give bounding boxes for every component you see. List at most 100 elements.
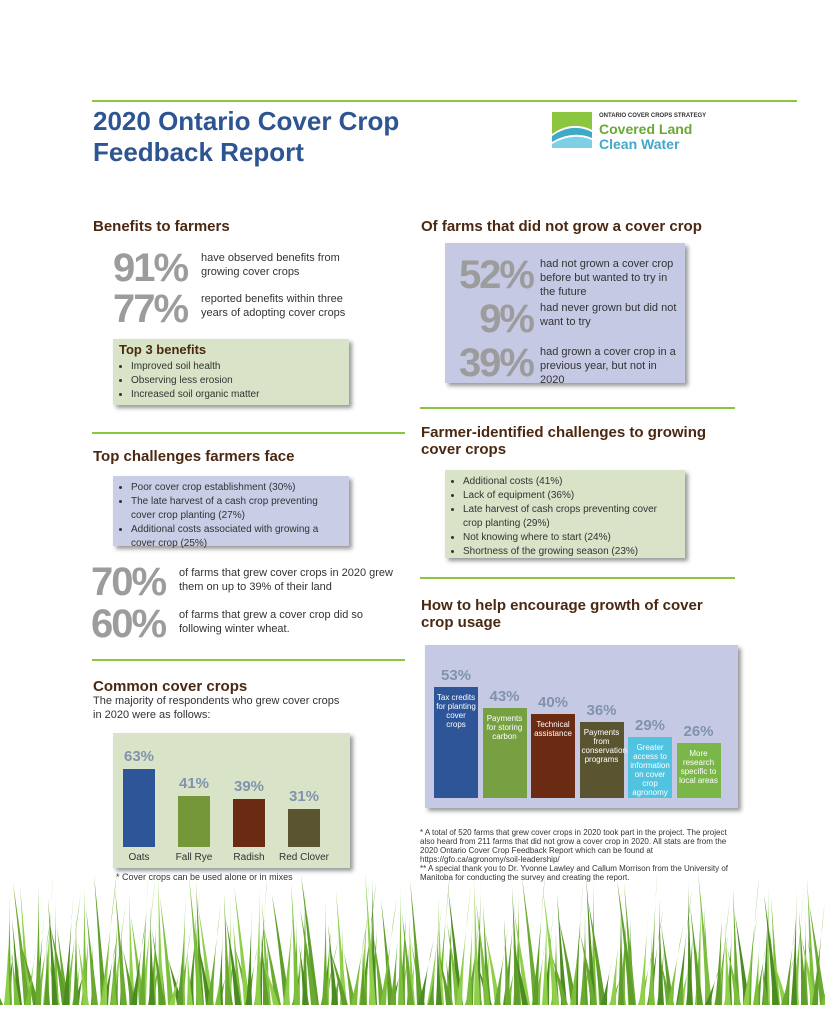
category-label: Red Clover — [278, 852, 330, 863]
grass-blade — [215, 962, 222, 1005]
grass-blade — [158, 871, 164, 1005]
grass-blade — [428, 965, 436, 1005]
grass-blade — [677, 948, 686, 1005]
category-label: Radish — [233, 852, 265, 863]
value-label: 43% — [489, 687, 520, 705]
grass-blade — [246, 909, 252, 1005]
bar — [676, 743, 721, 798]
grass-blade — [551, 953, 568, 1005]
bar-text: Technical assistance — [534, 720, 572, 738]
list-item: Lack of equipment (36%) — [463, 489, 679, 503]
grass-blade — [474, 876, 480, 1005]
grass-blade — [6, 893, 12, 1005]
grass-blade — [726, 924, 732, 1005]
grass-blade — [793, 946, 799, 1005]
grass-blade — [543, 891, 559, 1005]
grass-blade — [418, 939, 434, 1005]
value-label: 40% — [537, 694, 569, 711]
grass-blade — [197, 939, 212, 1005]
grass-blade — [139, 878, 148, 1005]
value-label: 26% — [683, 723, 714, 741]
grass-blade — [762, 963, 769, 1005]
list-item: Poor cover crop establishment (30%) — [131, 481, 343, 495]
logo-line1: Covered Land — [599, 121, 693, 137]
value-label: 29% — [634, 717, 666, 735]
grass-blade — [35, 873, 41, 1005]
grass-blade — [801, 936, 817, 1005]
value-label: 39% — [233, 777, 265, 795]
bar — [178, 796, 210, 847]
stat-text: had not grown a cover crop before but wa… — [540, 258, 674, 298]
grass-blade — [676, 889, 692, 1005]
grass-blade — [12, 919, 22, 1005]
grass-blade — [743, 911, 758, 1005]
grass-blade — [427, 906, 442, 1005]
logo-mark — [552, 112, 592, 148]
value-label: 63% — [123, 747, 155, 765]
grass-blade — [557, 894, 567, 1005]
grass-blade — [398, 926, 413, 1005]
list-item: Shortness of the growing season (23%) — [463, 545, 679, 559]
grass-blade — [410, 880, 423, 1005]
grass-blade — [446, 899, 452, 1005]
value-label: 31% — [288, 787, 320, 805]
list-item: Late harvest of cash crops preventing co… — [463, 503, 679, 531]
grass-blade — [198, 906, 214, 1005]
grass-blade — [447, 922, 461, 1005]
grass-blade — [217, 929, 223, 1005]
grass-blade — [322, 937, 339, 1005]
grass-blade — [660, 958, 672, 1005]
grass-blade — [617, 880, 635, 1005]
grass-blade — [618, 890, 624, 1005]
grass-blade — [456, 886, 471, 1005]
grass-blade — [475, 879, 481, 1005]
grass-blade — [667, 922, 684, 1005]
grass-blade — [11, 952, 20, 1005]
stat-text: of farms that grew a cover crop did so f… — [179, 609, 364, 635]
grass-blade — [131, 914, 147, 1005]
grass-blade — [48, 899, 58, 1005]
bar — [123, 768, 155, 847]
logo-line2: Clean Water — [599, 136, 680, 152]
grass-blade — [25, 942, 37, 1005]
grass-blade — [4, 926, 10, 1005]
list: Improved soil healthObserving less erosi… — [119, 360, 349, 402]
grass-blade — [149, 943, 163, 1005]
grass-blade — [272, 895, 290, 1005]
value-label: 36% — [586, 702, 617, 720]
grass-blade — [735, 914, 750, 1005]
grass-blade — [129, 891, 135, 1005]
grass-blade — [753, 937, 760, 1005]
top-rule — [92, 100, 797, 102]
grass-blade — [580, 943, 586, 1005]
heading: Of farms that did not grow a cover crop — [421, 218, 702, 235]
grass-blade — [177, 920, 185, 1005]
encourage-chart: Tax credits for planting cover crops 53% P… — [425, 645, 738, 808]
heading: Common cover crops — [93, 678, 248, 695]
grass-blade — [299, 944, 309, 1005]
bar — [233, 798, 265, 847]
stat-figure: 52% — [458, 253, 535, 297]
grass-blade — [764, 871, 770, 1005]
stat-figure: 70% — [91, 560, 167, 604]
grass-blade — [365, 871, 376, 1005]
grass-blade — [466, 912, 473, 1005]
stat-text: reported benefits within three years of … — [201, 293, 346, 319]
grass-blade — [436, 929, 442, 1005]
grass-blade — [762, 904, 768, 1005]
list-item: Additional costs associated with growing… — [131, 523, 343, 551]
list: Poor cover crop establishment (30%)The l… — [119, 481, 343, 551]
grass-blade — [187, 946, 193, 1005]
bar-text: Greater access to information on cover c… — [630, 743, 670, 798]
grass-blade — [791, 884, 797, 1005]
grass-blade — [101, 931, 111, 1005]
stat-figure: 9% — [479, 297, 535, 341]
grass-blade — [639, 906, 649, 1005]
grass-blade — [772, 956, 788, 1005]
grass-blade — [360, 940, 366, 1005]
grass-blade — [465, 948, 479, 1005]
rule — [92, 659, 405, 661]
grass-blade — [188, 949, 194, 1005]
grass-blade — [226, 919, 241, 1005]
